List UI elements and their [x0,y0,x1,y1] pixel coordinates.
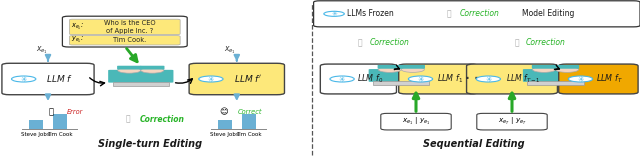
Text: LLM $f_T$: LLM $f_T$ [596,73,623,85]
FancyBboxPatch shape [314,1,640,27]
Text: LLM $f_{T-1}$: LLM $f_{T-1}$ [506,73,541,85]
FancyBboxPatch shape [108,70,173,83]
Text: $x_{e_1}$: $x_{e_1}$ [36,45,47,56]
Circle shape [324,11,344,16]
Text: LLMs Frozen: LLMs Frozen [347,9,394,18]
FancyBboxPatch shape [532,65,556,69]
Text: 🔧: 🔧 [515,38,520,47]
Bar [53,114,67,129]
Text: LLM $f_0$: LLM $f_0$ [356,73,383,85]
Text: · · ·: · · · [465,73,488,85]
Text: Correction: Correction [460,9,499,18]
FancyBboxPatch shape [559,64,638,94]
FancyBboxPatch shape [369,69,434,82]
Text: $y_{e_1}$:: $y_{e_1}$: [72,35,84,45]
FancyBboxPatch shape [381,113,451,130]
FancyBboxPatch shape [401,65,425,69]
FancyBboxPatch shape [140,66,164,70]
Text: Sequential Editing: Sequential Editing [423,139,524,149]
Text: $x_{e_1}$:: $x_{e_1}$: [72,22,84,32]
FancyBboxPatch shape [117,66,141,70]
FancyBboxPatch shape [70,19,180,35]
Text: Steve Jobs: Steve Jobs [21,132,49,137]
FancyBboxPatch shape [527,81,584,85]
Circle shape [532,67,556,72]
FancyBboxPatch shape [555,65,579,69]
Circle shape [568,76,593,82]
FancyBboxPatch shape [399,64,478,94]
Bar [242,114,256,129]
Text: $x_{e_1}$ | $y_{e_1}$: $x_{e_1}$ | $y_{e_1}$ [402,116,430,127]
FancyBboxPatch shape [523,69,588,82]
Circle shape [198,76,223,82]
Text: ✳: ✳ [208,75,214,83]
Text: ✳: ✳ [331,11,337,17]
Circle shape [408,76,433,82]
Text: Tim Cook: Tim Cook [47,132,73,137]
FancyBboxPatch shape [113,82,169,86]
Circle shape [118,67,141,73]
Text: 🔧: 🔧 [125,115,131,124]
FancyBboxPatch shape [2,63,94,95]
Text: Correct: Correct [238,109,262,115]
Text: 😊: 😊 [220,108,228,117]
FancyBboxPatch shape [63,16,187,47]
Text: Who is the CEO
of Apple Inc. ?: Who is the CEO of Apple Inc. ? [104,20,156,34]
Text: LLM $f'$: LLM $f'$ [234,73,262,85]
FancyBboxPatch shape [467,64,557,94]
Circle shape [378,67,401,72]
Text: ✳: ✳ [417,75,424,83]
Circle shape [476,76,500,82]
Bar [218,120,232,129]
FancyBboxPatch shape [70,36,180,45]
Text: ✳: ✳ [577,75,584,83]
Text: Error: Error [67,109,84,115]
Text: Tim Cook: Tim Cook [236,132,262,137]
Text: Correction: Correction [526,38,566,47]
Circle shape [141,67,164,73]
FancyBboxPatch shape [321,64,397,94]
Text: $x_{e_T}$ | $y_{e_T}$: $x_{e_T}$ | $y_{e_T}$ [497,116,527,127]
Circle shape [401,67,424,72]
Text: Steve Jobs: Steve Jobs [210,132,238,137]
Text: Correction: Correction [140,115,184,124]
Circle shape [330,76,355,82]
Text: LLM $f_1$: LLM $f_1$ [437,73,463,85]
Text: LLM $f$: LLM $f$ [46,73,73,85]
Text: Single-turn Editing: Single-turn Editing [99,139,202,149]
Circle shape [556,67,579,72]
FancyBboxPatch shape [477,113,547,130]
FancyBboxPatch shape [189,63,285,95]
FancyBboxPatch shape [373,81,429,85]
Bar [29,120,43,129]
Text: ✳: ✳ [339,75,345,83]
Text: 🐞: 🐞 [49,108,54,117]
Text: 🔧: 🔧 [447,9,452,18]
Text: ✳: ✳ [485,75,492,83]
Text: ✳: ✳ [20,75,27,83]
Circle shape [12,76,36,82]
FancyBboxPatch shape [378,65,402,69]
Text: Tim Cook.: Tim Cook. [113,37,147,43]
Text: Model Editing: Model Editing [522,9,574,18]
Text: Correction: Correction [369,38,409,47]
Text: $x_{e_1}$: $x_{e_1}$ [225,45,236,56]
Text: 🔧: 🔧 [358,38,363,47]
